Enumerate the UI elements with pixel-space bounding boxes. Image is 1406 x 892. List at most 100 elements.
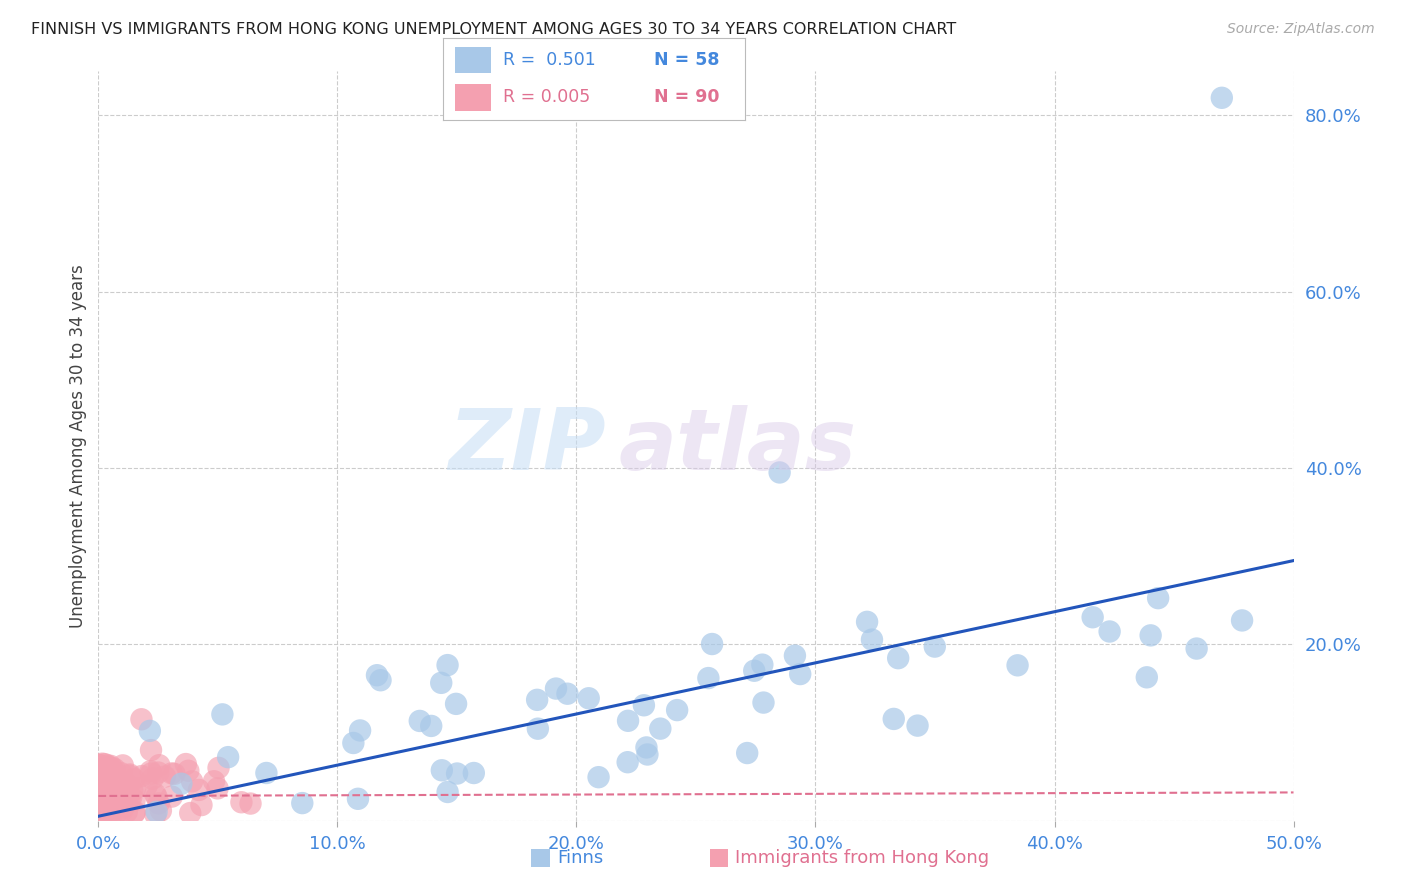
Point bbox=[98, 760, 121, 774]
Point bbox=[907, 718, 929, 732]
Point bbox=[100, 759, 122, 773]
Point bbox=[557, 687, 579, 701]
Point bbox=[93, 757, 115, 772]
Point bbox=[103, 784, 125, 798]
Point bbox=[650, 722, 672, 736]
Point bbox=[636, 747, 658, 762]
Point bbox=[1136, 670, 1159, 684]
Point bbox=[103, 776, 125, 790]
Bar bbox=[456, 46, 491, 73]
Point bbox=[94, 762, 117, 776]
Point bbox=[190, 798, 212, 813]
Point bbox=[666, 703, 689, 717]
Point bbox=[1230, 614, 1253, 628]
Point bbox=[588, 770, 610, 784]
Text: FINNISH VS IMMIGRANTS FROM HONG KONG UNEMPLOYMENT AMONG AGES 30 TO 34 YEARS CORR: FINNISH VS IMMIGRANTS FROM HONG KONG UNE… bbox=[31, 22, 956, 37]
Point bbox=[94, 789, 117, 804]
Point bbox=[149, 804, 172, 818]
Point bbox=[789, 667, 811, 681]
Point bbox=[89, 798, 111, 813]
Point bbox=[90, 808, 112, 822]
Point bbox=[97, 778, 120, 792]
Point bbox=[139, 764, 162, 779]
Point bbox=[347, 792, 370, 806]
Point bbox=[148, 765, 170, 780]
Point bbox=[430, 676, 453, 690]
Point bbox=[163, 767, 186, 781]
Point bbox=[97, 788, 120, 802]
Point bbox=[578, 691, 600, 706]
Point bbox=[1007, 658, 1029, 673]
Point bbox=[142, 772, 165, 786]
Point bbox=[94, 767, 117, 781]
Text: R = 0.005: R = 0.005 bbox=[503, 88, 591, 106]
Point bbox=[97, 785, 120, 799]
Point bbox=[217, 750, 239, 764]
Point bbox=[91, 777, 114, 791]
Point bbox=[752, 696, 775, 710]
Point bbox=[887, 651, 910, 665]
Point bbox=[349, 723, 371, 738]
Point bbox=[89, 758, 111, 772]
Point bbox=[202, 774, 225, 789]
Point bbox=[187, 783, 209, 797]
Point bbox=[121, 784, 143, 798]
Point bbox=[112, 789, 135, 804]
Point bbox=[430, 764, 453, 778]
Point bbox=[105, 805, 128, 820]
Point bbox=[141, 766, 163, 780]
Point bbox=[463, 766, 485, 780]
Text: N = 58: N = 58 bbox=[655, 51, 720, 69]
Bar bbox=[456, 85, 491, 111]
Point bbox=[291, 796, 314, 810]
Point bbox=[1185, 641, 1208, 656]
Point bbox=[420, 719, 443, 733]
Point bbox=[104, 797, 127, 812]
Point bbox=[114, 782, 136, 797]
Point bbox=[111, 758, 134, 772]
Point bbox=[160, 766, 183, 780]
Point bbox=[91, 756, 114, 771]
Point bbox=[104, 762, 127, 776]
Point bbox=[96, 768, 118, 782]
Point bbox=[108, 788, 131, 802]
Point bbox=[211, 707, 233, 722]
Point bbox=[366, 668, 388, 682]
Point bbox=[636, 740, 658, 755]
Point bbox=[87, 785, 110, 799]
Point bbox=[1098, 624, 1121, 639]
Point bbox=[98, 806, 121, 821]
Point bbox=[1081, 610, 1104, 624]
Point bbox=[118, 791, 141, 805]
Point bbox=[139, 723, 162, 738]
Point bbox=[697, 671, 720, 685]
Point bbox=[118, 767, 141, 781]
Point bbox=[1147, 591, 1170, 606]
Point bbox=[179, 805, 201, 820]
Point bbox=[115, 805, 138, 819]
Point bbox=[342, 736, 364, 750]
Point bbox=[117, 779, 139, 793]
Point bbox=[526, 693, 548, 707]
Point bbox=[181, 774, 204, 789]
Point bbox=[544, 681, 567, 696]
Text: Immigrants from Hong Kong: Immigrants from Hong Kong bbox=[735, 849, 990, 867]
Point bbox=[93, 791, 115, 805]
Point bbox=[148, 758, 170, 772]
Point bbox=[135, 779, 157, 793]
Point bbox=[90, 766, 112, 780]
Point bbox=[207, 781, 229, 796]
Point bbox=[924, 640, 946, 654]
Point bbox=[160, 789, 183, 804]
Point bbox=[436, 785, 458, 799]
Point bbox=[143, 787, 166, 801]
Point bbox=[742, 664, 765, 678]
Point bbox=[177, 764, 200, 778]
Point bbox=[94, 805, 117, 819]
Point bbox=[98, 797, 121, 812]
Point bbox=[124, 781, 146, 796]
Point bbox=[409, 714, 432, 728]
Point bbox=[616, 755, 638, 769]
Point bbox=[100, 785, 122, 799]
Point bbox=[98, 809, 122, 823]
